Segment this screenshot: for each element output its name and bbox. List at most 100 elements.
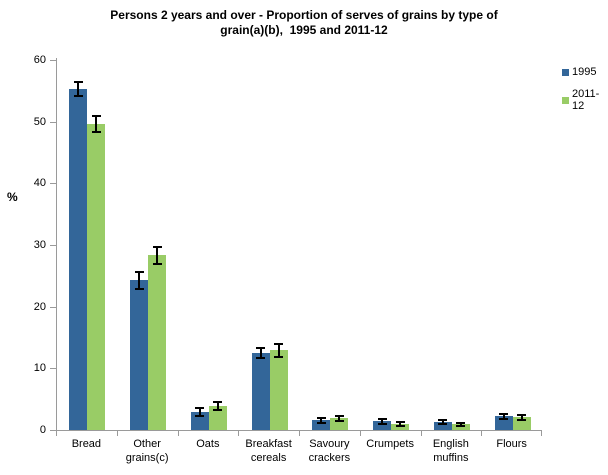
- y-tick: [50, 430, 56, 431]
- error-bar-cap-1995-3: [256, 356, 266, 359]
- y-tick-label: 20: [33, 300, 46, 313]
- y-tick: [50, 368, 56, 370]
- bar-1995-1: [130, 280, 149, 430]
- error-bar-cap-2011-12-2: [213, 409, 223, 412]
- x-category-label: Bread: [71, 438, 102, 450]
- x-tick: [541, 431, 542, 436]
- legend-item-1995: 1995: [562, 66, 608, 78]
- chart-title-line-1: Persons 2 years and over - Proportion of…: [110, 8, 498, 22]
- error-bar-cap-2011-12-0: [91, 115, 101, 118]
- error-bar-2011-12-7: [520, 414, 523, 420]
- chart-title-line-2: grain(a)(b), 1995 and 2011-12: [220, 23, 388, 37]
- error-bar-1995-4: [320, 417, 323, 423]
- error-bar-cap-1995-4: [316, 421, 326, 424]
- error-bar-2011-12-6: [459, 422, 462, 427]
- error-bar-cap-2011-12-7: [517, 413, 527, 416]
- error-bar-cap-1995-4: [316, 416, 326, 419]
- error-bar-cap-1995-6: [438, 422, 448, 425]
- legend-label-1995: 1995: [572, 66, 597, 78]
- y-tick: [50, 183, 56, 185]
- error-bar-cap-2011-12-3: [274, 355, 284, 358]
- x-category-label: Other grains(c): [125, 438, 169, 464]
- x-tick: [238, 431, 240, 436]
- error-bar-1995-0: [77, 81, 80, 97]
- chart-title: Persons 2 years and over - Proportion of…: [0, 8, 608, 38]
- x-tick: [299, 431, 300, 436]
- error-bar-1995-1: [138, 271, 141, 289]
- x-tick: [116, 431, 118, 436]
- x-category-label: Crumpets: [366, 438, 414, 450]
- error-bar-2011-12-1: [156, 246, 159, 265]
- error-bar-cap-2011-12-2: [213, 400, 223, 403]
- error-bar-cap-2011-12-1: [152, 245, 162, 248]
- bar-1995-6: [433, 421, 452, 430]
- error-bar-cap-1995-1: [134, 287, 144, 290]
- error-bar-cap-2011-12-0: [91, 131, 101, 134]
- error-bar-cap-2011-12-6: [456, 425, 466, 428]
- y-tick-label: 40: [33, 177, 46, 190]
- error-bar-cap-1995-7: [499, 412, 509, 415]
- bar-1995-5: [373, 421, 392, 430]
- error-bar-cap-1995-5: [377, 417, 387, 420]
- y-tick-label: 30: [33, 239, 46, 251]
- y-tick: [50, 245, 56, 246]
- error-bar-cap-2011-12-3: [274, 343, 284, 346]
- y-tick-label: 50: [33, 115, 46, 128]
- bar-2011-12-3: [269, 350, 288, 430]
- error-bar-cap-1995-1: [134, 270, 144, 273]
- error-bar-1995-2: [198, 408, 201, 416]
- legend-label-2011-12: 2011-12: [572, 88, 600, 112]
- error-bar-cap-1995-5: [377, 422, 387, 425]
- error-bar-2011-12-0: [95, 116, 98, 133]
- legend-swatch-1995: [562, 68, 569, 76]
- error-bar-cap-1995-2: [195, 414, 205, 417]
- x-tick: [56, 431, 57, 436]
- x-category-label: Breakfast cereals: [245, 438, 292, 464]
- bar-1995-4: [312, 420, 331, 430]
- y-axis-label: %: [7, 190, 18, 204]
- error-bar-cap-1995-0: [73, 80, 83, 83]
- error-bar-cap-1995-7: [499, 417, 509, 420]
- y-tick-label: 60: [33, 54, 46, 66]
- x-category-label: Flours: [496, 438, 527, 450]
- error-bar-1995-6: [441, 420, 444, 424]
- bar-2011-12-2: [208, 405, 227, 430]
- x-tick: [177, 431, 179, 436]
- x-tick: [420, 431, 422, 436]
- x-tick: [481, 431, 483, 436]
- error-bar-1995-7: [502, 413, 505, 419]
- bar-2011-12-4: [330, 418, 349, 430]
- error-bar-cap-1995-3: [256, 346, 266, 349]
- error-bar-cap-2011-12-5: [395, 424, 405, 427]
- y-tick: [50, 121, 56, 123]
- x-category-label: Savoury crackers: [308, 438, 351, 464]
- error-bar-cap-2011-12-7: [517, 418, 527, 421]
- legend-item-2011-12: 2011-12: [562, 88, 608, 112]
- y-tick-label: 10: [33, 362, 46, 375]
- error-bar-2011-12-4: [338, 415, 341, 421]
- bar-2011-12-5: [391, 423, 410, 430]
- error-bar-cap-2011-12-4: [334, 414, 344, 417]
- bar-2011-12-0: [87, 124, 106, 430]
- x-category-label: Oats: [196, 438, 220, 450]
- y-tick: [50, 306, 56, 308]
- error-bar-cap-1995-6: [438, 419, 448, 422]
- y-tick: [50, 60, 56, 61]
- error-bar-cap-2011-12-4: [334, 419, 344, 422]
- error-bar-2011-12-3: [277, 344, 280, 357]
- plot-area: [56, 58, 542, 431]
- legend: 1995 2011-12: [562, 66, 608, 122]
- error-bar-cap-1995-0: [73, 95, 83, 98]
- bar-1995-0: [69, 88, 88, 430]
- x-tick: [359, 431, 361, 436]
- bar-1995-3: [251, 352, 270, 430]
- error-bar-cap-2011-12-5: [395, 420, 405, 423]
- x-category-label: English muffins: [432, 438, 469, 464]
- y-tick-label: 0: [39, 424, 46, 436]
- error-bar-cap-1995-2: [195, 407, 205, 410]
- error-bar-2011-12-2: [216, 401, 219, 411]
- error-bar-cap-2011-12-6: [456, 421, 466, 424]
- error-bar-1995-5: [381, 418, 384, 424]
- bar-2011-12-1: [148, 255, 167, 430]
